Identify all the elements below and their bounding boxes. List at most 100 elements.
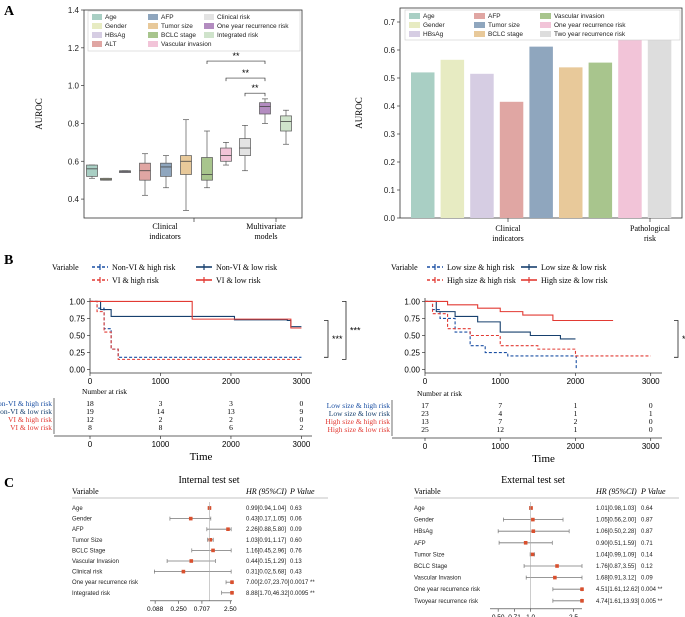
bar-tumor-size [529,46,553,218]
risk-count: 8 [88,423,92,432]
panel-label-b: B [4,253,13,268]
hr-point [211,548,215,553]
row-p-value: 0.12 [641,564,653,570]
legend-label: VI & high risk [112,276,159,285]
legend-label: Gender [105,23,128,30]
hr-point [230,580,234,584]
row-hr-text: 1.76[0.87,3.55] [596,564,636,570]
legend-label: One year recurrence risk [217,23,289,30]
risk-count: 0 [649,401,653,410]
row-hr-text: 1.06[0.50,2.28] [596,529,636,535]
legend-title: Variable [52,263,79,272]
row-p-value: 0.13 [290,559,302,565]
forest-title: Internal test set [178,475,239,486]
risk-count: 6 [229,423,233,432]
legend-label: VI & low risk [216,276,261,285]
forest-plot-internal: Internal test set Variable HR (95%CI) P Val… [72,475,328,613]
hr-point [230,591,234,595]
risk-row-label: High size & high risk [325,417,390,426]
y-tick-label: 0.3 [384,130,396,139]
x-tick-label: 1000 [152,377,170,386]
y-tick-label: 0.25 [69,349,85,358]
row-variable: Tumor Size [72,538,103,544]
group-label: Multivariate [246,222,286,231]
risk-row-label: Non-VI & high risk [0,399,52,408]
risk-count: 1 [649,409,653,418]
km-curve-low-size-high-risk [425,300,577,369]
row-hr-text: 1.04[0.99,1.09] [596,552,636,558]
y-tick-label: 0.25 [404,349,420,358]
risk-count: 8 [159,423,163,432]
risk-row-label: VI & high risk [8,415,52,424]
legend-label: HBsAg [423,31,444,38]
hr-point [188,516,193,521]
risk-row-label: Low size & low risk [329,409,390,418]
risk-x-tick-label: 0 [88,440,93,449]
risk-count: 1 [574,401,578,410]
legend-swatch [204,23,214,29]
risk-count: 25 [421,425,429,434]
risk-count: 2 [229,415,233,424]
risk-count: 0 [649,425,653,434]
risk-x-tick-label: 2000 [222,440,240,449]
boxplot-auroc: 0.40.60.81.01.21.4AUROC*********Clinical… [34,6,303,241]
hr-point [555,564,559,568]
sig-bracket [342,301,347,360]
risk-count: 0 [300,415,304,424]
legend-label: BCLC stage [488,31,523,38]
legend-label: Non-VI & low risk [216,263,277,272]
forest-x-tick-label: 1.0 [526,614,535,617]
risk-count: 2 [574,417,578,426]
sig-bracket [324,320,329,358]
row-hr-text: 1.16[0.45,2.96] [246,548,286,554]
row-hr-text: 0.43[0.17,1.05] [246,517,286,523]
y-tick-label: 0.4 [68,195,80,204]
box-tumor-size [180,155,192,175]
legend-swatch [92,14,102,20]
row-p-value: 0.43 [290,570,302,576]
row-hr-text: 1.03[0.91,1.17] [246,538,286,544]
forest-x-tick-label: 0.50 [492,614,505,617]
box-integrated-risk [280,115,292,132]
y-tick-label: 1.0 [68,82,80,91]
risk-x-tick-label: 2000 [567,442,585,451]
y-tick-label: 0.4 [384,102,396,111]
row-variable: AFP [414,541,426,547]
col-header-p: P Value [289,487,315,496]
forest-x-tick-label: 2.5 [569,614,578,617]
bar-hbsag [470,73,494,218]
risk-count: 17 [421,401,429,410]
col-header-variable: Variable [414,487,441,496]
significance-bracket [225,77,266,82]
y-tick-label: 0.50 [69,332,85,341]
row-hr-text: 2.26[0.88,5.80] [246,527,286,533]
row-variable: One year recurrence risk [72,580,139,586]
significance-bracket [244,92,266,97]
row-hr-text: 0.44[0.15,1.29] [246,559,286,565]
group-label: Pathological [630,224,671,233]
hr-point [208,538,213,542]
forest-x-tick-label: 0.707 [194,606,211,613]
bar-age [411,72,435,219]
risk-count: 0 [649,417,653,426]
y-tick-label: 0.00 [404,366,420,375]
km-curve-vi-high-risk [90,300,302,360]
row-hr-text: 7.00[2.07,23.70] [246,580,290,586]
group-label: risk [644,234,656,243]
risk-x-tick-label: 3000 [642,442,660,451]
y-tick-label: 0.1 [384,186,396,195]
row-variable: Vascular Invasion [72,559,119,565]
y-tick-label: 1.4 [68,6,80,15]
row-hr-text: 8.88[1.70,46.32] [246,591,290,597]
group-label: Clinical [495,224,521,233]
box-clinical-risk [239,138,251,156]
risk-count: 23 [421,409,429,418]
legend-swatch [474,13,485,19]
row-p-value: 0.005 ** [641,599,663,605]
legend-title: Variable [391,263,418,272]
km-curve-low-size-low-risk [425,300,576,340]
x-axis-label: Time [532,453,555,465]
risk-count: 13 [421,417,429,426]
risk-count: 2 [159,415,163,424]
km-curve-non-vi-high-risk [90,300,302,358]
